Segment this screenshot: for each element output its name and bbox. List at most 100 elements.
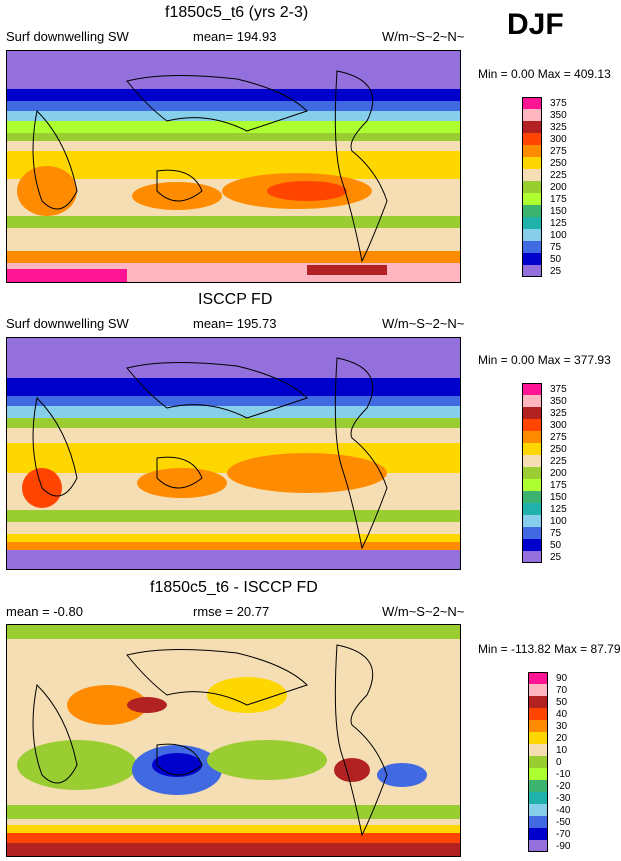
- panel1-map: [6, 50, 461, 283]
- colorbar-swatch: [522, 515, 542, 527]
- colorbar-level-label: 200: [550, 182, 567, 193]
- panel3-units-label: W/m~S~2~N~: [382, 604, 465, 619]
- colorbar-level-label: 0: [556, 757, 562, 768]
- colorbar-swatch: [522, 133, 542, 145]
- colorbar-level-label: 150: [550, 206, 567, 217]
- panel2-mean-label: mean= 195.73: [193, 316, 277, 331]
- colorbar-swatch: [522, 383, 542, 395]
- colorbar-swatch: [528, 792, 548, 804]
- colorbar-swatch: [522, 527, 542, 539]
- colorbar-swatch: [522, 217, 542, 229]
- panel3-map-svg: [7, 625, 460, 856]
- panel1-units-label: W/m~S~2~N~: [382, 29, 465, 44]
- colorbar-swatch: [528, 780, 548, 792]
- colorbar-level-label: 40: [556, 709, 568, 720]
- colorbar-swatch: [522, 431, 542, 443]
- colorbar-level-label: 150: [550, 492, 567, 503]
- colorbar-swatch: [522, 229, 542, 241]
- colorbar-level-label: 375: [550, 384, 567, 395]
- colorbar-level-label: 70: [556, 685, 568, 696]
- colorbar-swatch: [528, 672, 548, 684]
- panel2-map: [6, 337, 461, 570]
- colorbar-swatch: [522, 419, 542, 431]
- colorbar-level-label: 125: [550, 504, 567, 515]
- colorbar-level-label: 10: [556, 745, 568, 756]
- colorbar-swatch: [528, 708, 548, 720]
- panel2-variable-label: Surf downwelling SW: [6, 316, 129, 331]
- colorbar-level-label: 225: [550, 170, 567, 181]
- colorbar-swatch: [522, 503, 542, 515]
- panel1-mean-label: mean= 194.93: [193, 29, 277, 44]
- colorbar-swatch: [522, 467, 542, 479]
- colorbar-swatch: [522, 265, 542, 277]
- season-label: DJF: [507, 8, 564, 41]
- colorbar-level-label: -50: [556, 817, 571, 828]
- colorbar-level-label: 250: [550, 444, 567, 455]
- panel2-colorbar: [522, 383, 542, 563]
- colorbar-level-label: 275: [550, 146, 567, 157]
- colorbar-swatch: [522, 145, 542, 157]
- panel2-units-label: W/m~S~2~N~: [382, 316, 465, 331]
- colorbar-swatch: [522, 241, 542, 253]
- colorbar-level-label: 75: [550, 528, 562, 539]
- colorbar-swatch: [522, 443, 542, 455]
- colorbar-swatch: [522, 121, 542, 133]
- colorbar-level-label: 325: [550, 122, 567, 133]
- colorbar-level-label: -10: [556, 769, 571, 780]
- colorbar-level-label: 250: [550, 158, 567, 169]
- panel1-map-svg: [7, 51, 460, 282]
- panel3-title: f1850c5_t6 - ISCCP FD: [150, 579, 318, 596]
- panel1-minmax: Min = 0.00 Max = 409.13: [478, 67, 611, 81]
- panel1-title: f1850c5_t6 (yrs 2-3): [165, 4, 309, 21]
- colorbar-swatch: [528, 840, 548, 852]
- colorbar-swatch: [522, 97, 542, 109]
- colorbar-level-label: 375: [550, 98, 567, 109]
- colorbar-swatch: [522, 109, 542, 121]
- colorbar-level-label: 100: [550, 230, 567, 241]
- colorbar-swatch: [528, 696, 548, 708]
- panel3-minmax: Min = -113.82 Max = 87.79: [478, 642, 621, 656]
- colorbar-level-label: 125: [550, 218, 567, 229]
- colorbar-level-label: 25: [550, 266, 562, 277]
- colorbar-swatch: [528, 828, 548, 840]
- colorbar-swatch: [522, 551, 542, 563]
- colorbar-swatch: [522, 205, 542, 217]
- colorbar-swatch: [528, 720, 548, 732]
- colorbar-swatch: [528, 732, 548, 744]
- colorbar-swatch: [522, 407, 542, 419]
- panel3-map: [6, 624, 461, 857]
- colorbar-swatch: [528, 816, 548, 828]
- colorbar-swatch: [522, 169, 542, 181]
- colorbar-swatch: [522, 157, 542, 169]
- colorbar-level-label: 25: [550, 552, 562, 563]
- colorbar-level-label: 300: [550, 134, 567, 145]
- panel2-minmax: Min = 0.00 Max = 377.93: [478, 353, 611, 367]
- panel2-map-svg: [7, 338, 460, 569]
- colorbar-level-label: 175: [550, 194, 567, 205]
- colorbar-level-label: -20: [556, 781, 571, 792]
- panel1-colorbar-labels: 375 350 325 300 275 250 225 200 175 150 125 100 75 50…: [550, 97, 610, 277]
- panel3-mean-label: mean = -0.80: [6, 604, 83, 619]
- colorbar-swatch: [528, 744, 548, 756]
- colorbar-level-label: 275: [550, 432, 567, 443]
- colorbar-level-label: -40: [556, 805, 571, 816]
- colorbar-swatch: [522, 539, 542, 551]
- colorbar-swatch: [522, 395, 542, 407]
- colorbar-level-label: 50: [550, 254, 562, 265]
- colorbar-level-label: 300: [550, 420, 567, 431]
- colorbar-swatch: [522, 479, 542, 491]
- colorbar-swatch: [522, 193, 542, 205]
- colorbar-level-label: 175: [550, 480, 567, 491]
- panel3-colorbar-labels: 90 70 50 40 30 20 10 0 -10 -20 -30 -40 -50 -70 -90: [556, 672, 616, 852]
- colorbar-level-label: 350: [550, 110, 567, 121]
- colorbar-swatch: [528, 684, 548, 696]
- colorbar-level-label: 90: [556, 673, 568, 684]
- colorbar-level-label: 325: [550, 408, 567, 419]
- panel1-variable-label: Surf downwelling SW: [6, 29, 129, 44]
- colorbar-level-label: 350: [550, 396, 567, 407]
- colorbar-level-label: 50: [556, 697, 568, 708]
- colorbar-level-label: 20: [556, 733, 568, 744]
- colorbar-level-label: -70: [556, 829, 571, 840]
- colorbar-level-label: -30: [556, 793, 571, 804]
- colorbar-swatch: [528, 804, 548, 816]
